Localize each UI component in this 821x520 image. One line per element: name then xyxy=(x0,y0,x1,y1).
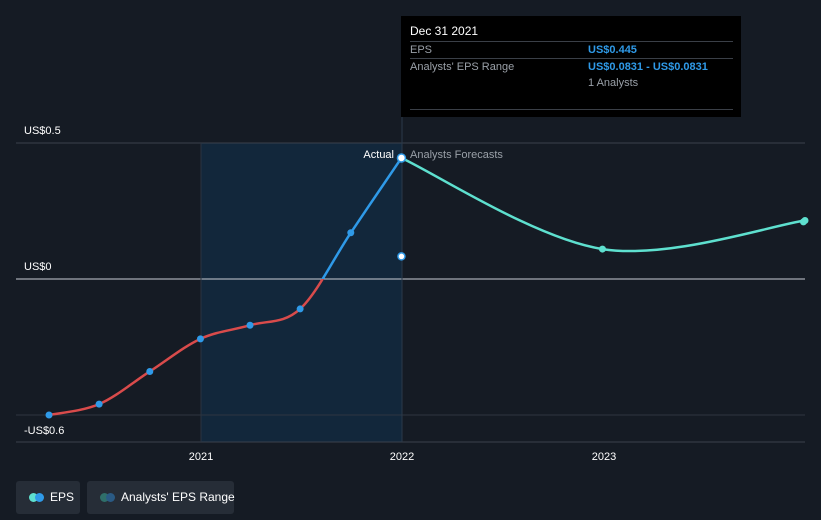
tooltip-range-label: Analysts' EPS Range xyxy=(410,61,515,73)
tooltip-divider xyxy=(410,109,733,110)
series-layer xyxy=(45,153,809,419)
eps-point xyxy=(396,153,407,163)
tooltip-eps-row: EPS US$0.445 xyxy=(410,41,733,59)
x-tick-2023: 2023 xyxy=(592,451,616,463)
tooltip-date: Dec 31 2021 xyxy=(410,24,479,38)
y-label-zero: US$0 xyxy=(24,261,52,273)
eps-line-negative xyxy=(48,279,325,417)
actual-label: Actual xyxy=(363,149,394,161)
range-legend-icon xyxy=(100,493,116,503)
tooltip-range-row: Analysts' EPS Range US$0.0831 - US$0.083… xyxy=(410,58,733,76)
legend-range-button[interactable]: Analysts' EPS Range xyxy=(87,481,235,514)
y-label-bottom: -US$0.6 xyxy=(24,425,64,437)
forecast-line xyxy=(400,156,806,253)
y-label-top: US$0.5 xyxy=(24,125,61,137)
eps-point xyxy=(347,229,355,237)
x-tick-2022: 2022 xyxy=(390,451,414,463)
eps-legend-icon xyxy=(29,493,45,503)
forecast-point xyxy=(598,245,606,253)
tooltip-range-value: US$0.0831 - US$0.0831 xyxy=(588,61,708,73)
eps-point xyxy=(146,367,154,375)
eps-point xyxy=(246,321,254,329)
eps-point xyxy=(196,335,204,343)
eps-point xyxy=(45,411,53,419)
legend-eps-button[interactable]: EPS xyxy=(16,481,80,514)
forecast-point xyxy=(801,217,809,225)
tooltip-analysts: 1 Analysts xyxy=(588,77,639,89)
x-tick-2021: 2021 xyxy=(189,451,213,463)
legend-eps-label: EPS xyxy=(50,490,75,504)
eps-point xyxy=(95,400,103,408)
forecast-label: Analysts Forecasts xyxy=(410,149,503,161)
past-shade xyxy=(201,143,402,442)
eps-point xyxy=(296,305,304,313)
range-point xyxy=(397,252,406,261)
legend-range-label: Analysts' EPS Range xyxy=(121,490,235,504)
tooltip: Dec 31 2021 EPS US$0.445 Analysts' EPS R… xyxy=(401,16,741,117)
tooltip-eps-value: US$0.445 xyxy=(588,44,637,56)
tooltip-eps-label: EPS xyxy=(410,44,433,56)
